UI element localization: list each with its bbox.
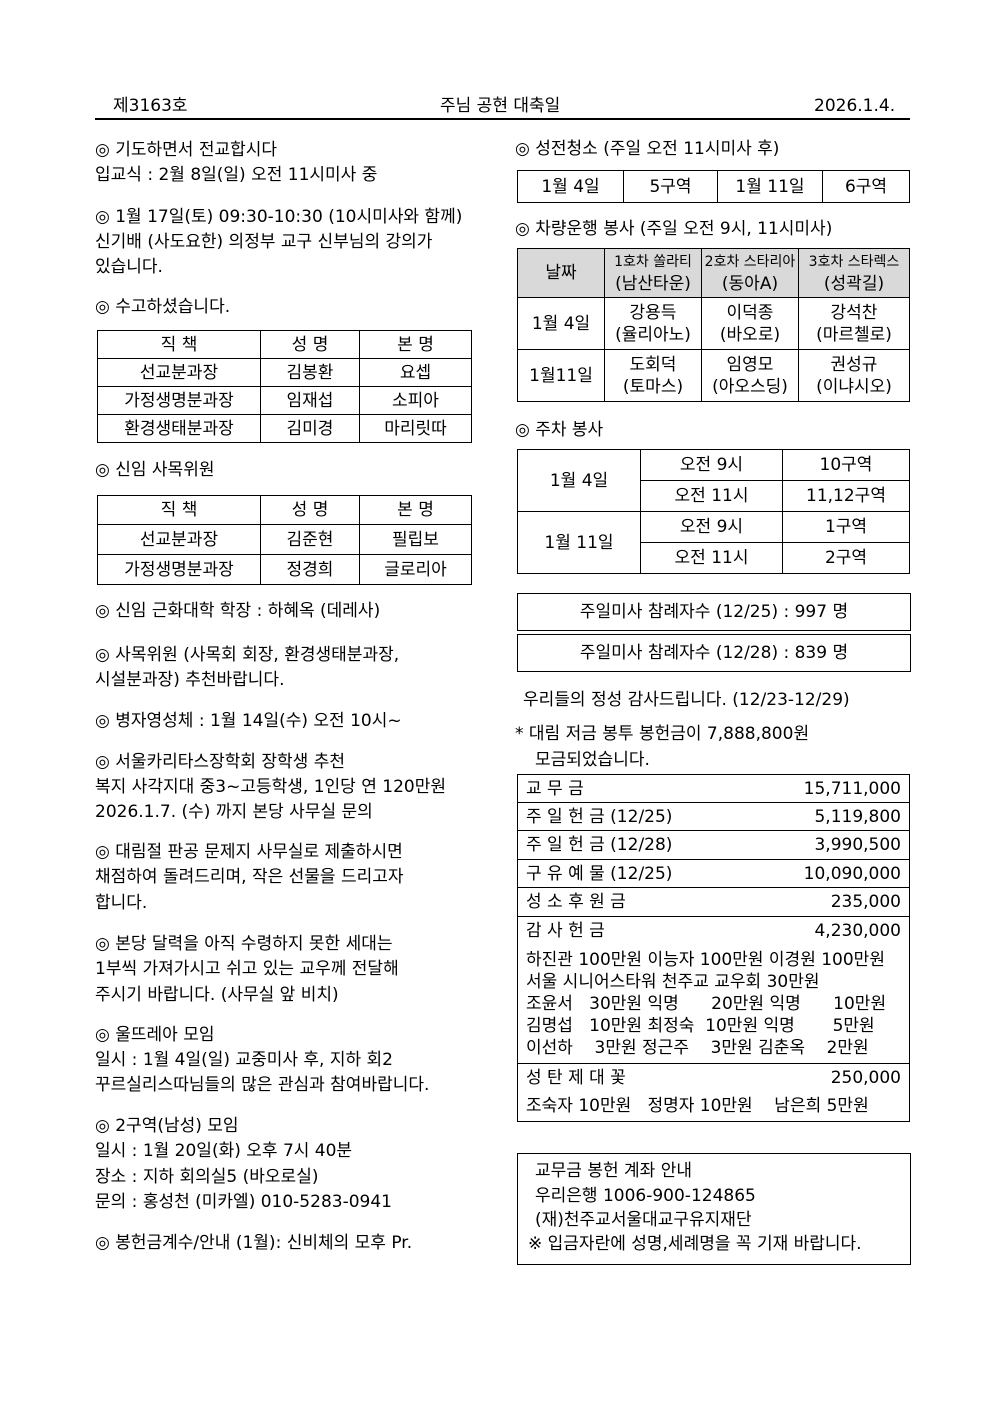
calendar-notice: 1부씩 가져가시고 쉬고 있는 교우께 전달해 [95,959,399,979]
council-recommend: 시설분과장) 추천바랍니다. [95,670,285,690]
page-title: 주님 공현 대축일 [440,96,561,116]
calendar-notice: 주시기 바랍니다. (사무실 앞 비치) [95,985,339,1005]
header-cell: 성 명 [260,330,360,359]
header-divider [95,118,910,120]
thanks-title: ◎ 수고하셨습니다. [95,297,231,317]
vehicle-title: ◎ 차량운행 봉사 (주일 오전 9시, 11시미사) [515,219,833,239]
table-row: 오전 11시 11,12구역 [518,480,910,512]
district-meeting: ◎ 2구역(남성) 모임 [95,1116,239,1136]
header-cell: 본 명 [359,330,472,359]
table-row: 오전 11시 2구역 [518,542,910,574]
ultreya: 일시 : 1월 4일(일) 교중미사 후, 지하 회2 [95,1050,393,1070]
scholarship: ◎ 서울카리타스장학회 장학생 추천 [95,752,346,772]
advent-quiz: ◎ 대림절 판공 문제지 사무실로 제출하시면 [95,842,403,862]
sick-communion: ◎ 병자영성체 : 1월 14일(수) 오전 10시~ [95,711,402,731]
scholarship: 2026.1.7. (수) 까지 본당 사무실 문의 [95,802,373,822]
attendance-box: 주일미사 참례자수 (12/28) : 839 명 [517,634,911,672]
table-row: 환경생태분과장 김미경 마리릿따 [97,414,472,443]
issue-date: 2026.1.4. [814,96,896,116]
header-cell: 직 책 [97,330,261,359]
table-row: 선교분과장 김봉환 요셉 [97,358,472,387]
attendance-box: 주일미사 참례자수 (12/25) : 997 명 [517,593,911,631]
table-row: 가정생명분과장 임재섭 소피아 [97,386,472,415]
header-cell: 성 명 [260,495,360,525]
finance-row: 성 탄 제 대 꽃 250,000 [517,1062,910,1092]
finance-row: 주 일 헌 금 (12/25) 5,119,800 [517,802,910,831]
table-row: 1월 4일 강용득 (율리아노) 이덕종 (바오로) 강석찬 (마르첼로) [517,297,910,350]
district-meeting: 문의 : 홍성천 (미카엘) 010-5283-0941 [95,1192,392,1212]
finance-row: 주 일 헌 금 (12/28) 3,990,500 [517,830,910,860]
new-council-title: ◎ 신임 사목위원 [95,460,215,480]
mission-line: 입교식 : 2월 8일(일) 오전 11시미사 중 [95,165,378,185]
advent-quiz: 합니다. [95,893,148,913]
lecture-line: 있습니다. [95,257,163,277]
donor-list: 조숙자 10만원 정명자 10만원 남은희 5만원 [526,1096,869,1117]
cleaning-table: 1월 4일 5구역 1월 11일 6구역 [517,170,910,203]
table-row: 1월 11일 오전 9시 1구역 [517,511,910,574]
ultreya: 꾸르실리스따님들의 많은 관심과 참여바랍니다. [95,1075,430,1095]
donor-list: 하진관 100만원 이능자 100만원 이경원 100만원 서울 시니어스타워 천… [526,949,887,1058]
header-cell: 본 명 [359,495,472,525]
table-row: 1월 4일 오전 9시 10구역 [517,449,910,512]
vehicle-table: 날짜 1호차 쏠라티 (남산타운) 2호차 스타리아 (동아A) 3호차 스타렉스(… [517,248,910,402]
calendar-notice: ◎ 본당 달력을 아직 수령하지 못한 세대는 [95,934,393,954]
finance-row: 감 사 헌 금 4,230,000 [517,916,910,945]
finance-row: 구 유 예 물 (12/25) 10,090,000 [517,859,910,888]
lecture-line: ◎ 1월 17일(토) 09:30-10:30 (10시미사와 함께) [95,207,463,227]
table-row: 선교분과장 김준현 필립보 [97,524,472,555]
finance-row: 교 무 금 15,711,000 [526,778,901,799]
mission-title: ◎ 기도하면서 전교합시다 [95,140,278,160]
cleaning-title: ◎ 성전청소 (주일 오전 11시미사 후) [515,139,780,159]
district-meeting: 장소 : 지하 회의실5 (바오로실) [95,1167,319,1187]
district-meeting: 일시 : 1월 20일(화) 오후 7시 40분 [95,1141,353,1161]
table-row: 가정생명분과장 정경희 글로리아 [97,554,472,585]
lecture-line: 신기배 (사도요한) 의정부 교구 신부님의 강의가 [95,232,433,252]
issue-number: 제3163호 [113,96,188,116]
parking-title: ◎ 주차 봉사 [515,420,604,440]
account-box: 교무금 봉헌 계좌 안내 우리은행 1006-900-124865 (재)천주교… [517,1153,911,1265]
parking-table: 1월 4일 오전 9시 10구역 오전 11시 11,12구역 1월 11일 오전 9시… [517,449,910,574]
advent-savings: * 대림 저금 봉투 봉헌금이 7,888,800원 [515,724,810,744]
offering-thanks: 우리들의 정성 감사드립니다. (12/23-12/29) [523,690,850,710]
offering-count: ◎ 봉헌금계수/안내 (1월): 신비체의 모후 Pr. [95,1233,413,1253]
table-row: 1월11일 도회덕 (토마스) 임영모 (아오스딩) 권성규 (이냐시오) [517,349,910,402]
advent-quiz: 채점하여 돌려드리며, 작은 선물을 드리고자 [95,867,404,887]
advent-savings: 모금되었습니다. [535,750,650,770]
ultreya: ◎ 울뜨레아 모임 [95,1025,215,1045]
college-dean: ◎ 신임 근화대학 학장 : 하혜옥 (데레사) [95,601,381,621]
finance-table: 교 무 금 15,711,000 주 일 헌 금 (12/25) 5,119,800… [517,774,910,1122]
council-recommend: ◎ 사목위원 (사목회 회장, 환경생태분과장, [95,645,400,665]
scholarship: 복지 사각지대 중3~고등학생, 1인당 연 120만원 [95,777,446,797]
finance-row: 성 소 후 원 금 235,000 [517,887,910,917]
header-cell: 직 책 [97,495,261,525]
